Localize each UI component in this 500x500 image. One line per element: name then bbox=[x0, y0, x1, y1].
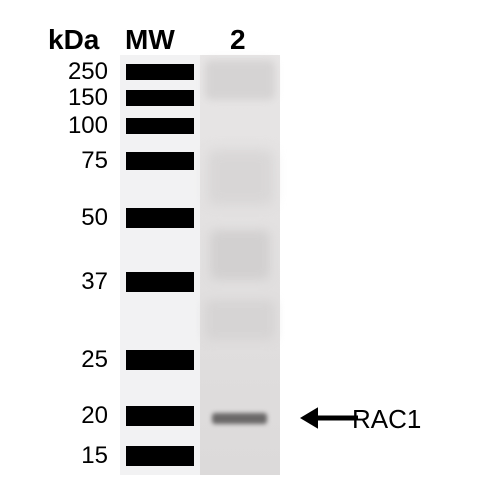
ladder-band bbox=[126, 446, 194, 466]
mw-header: MW bbox=[125, 24, 175, 56]
target-label: RAC1 bbox=[352, 404, 421, 435]
mw-tick-label: 20 bbox=[81, 402, 108, 430]
mw-tick-label: 75 bbox=[81, 147, 108, 175]
kda-header: kDa bbox=[48, 24, 99, 56]
lane2-smudge bbox=[208, 150, 273, 205]
ladder-band bbox=[126, 118, 194, 134]
lane2-smudge bbox=[205, 60, 275, 100]
mw-tick-label: 37 bbox=[81, 268, 108, 296]
mw-tick-label: 50 bbox=[81, 204, 108, 232]
mw-tick-label: 250 bbox=[68, 58, 108, 86]
arrow-icon bbox=[300, 403, 360, 438]
ladder-band bbox=[126, 152, 194, 170]
arrow-svg bbox=[300, 403, 360, 433]
ladder-band bbox=[126, 350, 194, 370]
blot-container: kDa MW 2 250150100 75 50 37 25 20 15 RAC1 bbox=[0, 0, 500, 500]
mw-tick-label: 100 bbox=[68, 112, 108, 140]
mw-tick-label: 15 bbox=[81, 442, 108, 470]
ladder-band bbox=[126, 90, 194, 106]
lane2-smudge bbox=[210, 230, 270, 280]
mw-tick-label: 25 bbox=[81, 346, 108, 374]
lane2-smudge bbox=[205, 300, 275, 340]
ladder-band bbox=[126, 208, 194, 228]
ladder-band bbox=[126, 272, 194, 292]
ladder-band bbox=[126, 64, 194, 80]
ladder-band bbox=[126, 406, 194, 426]
rac1-band bbox=[212, 413, 267, 424]
lane2-header: 2 bbox=[230, 24, 246, 56]
mw-tick-label: 150 bbox=[68, 84, 108, 112]
